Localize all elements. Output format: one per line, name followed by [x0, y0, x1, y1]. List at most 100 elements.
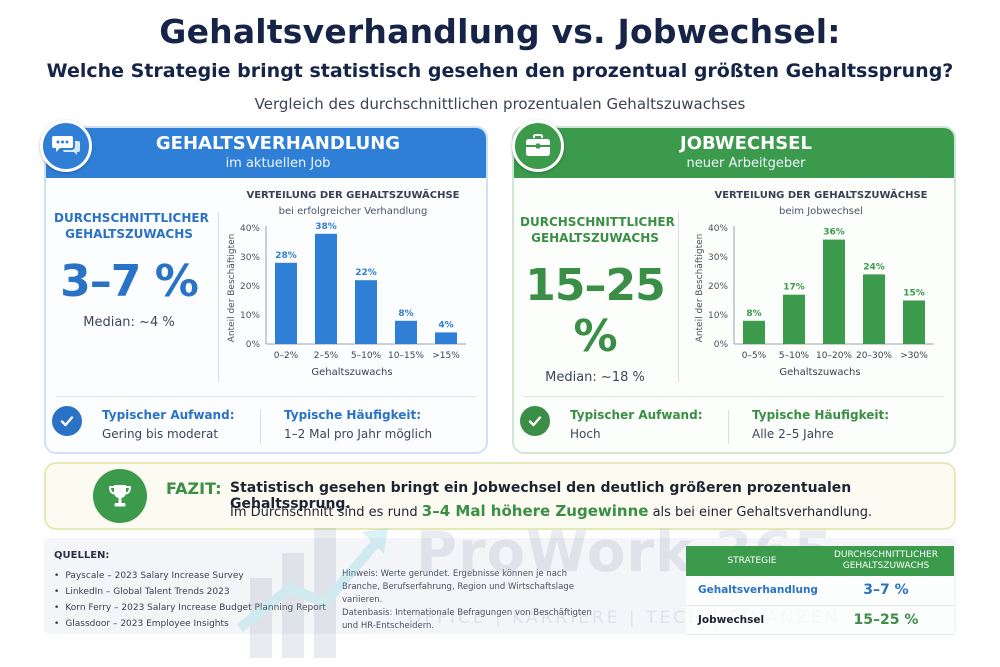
- data-label: 17%: [783, 283, 805, 293]
- table-header-strategy: STRATEGIE: [686, 546, 818, 576]
- table-cell-value: 3–7 %: [817, 576, 954, 606]
- negotiation-chart: VERTEILUNG DER GEHALTSZUWÄCHSE bei erfol…: [222, 188, 484, 393]
- x-tick-label: >30%: [900, 351, 928, 361]
- sources-list: Payscale – 2023 Salary Increase Survey L…: [54, 568, 326, 632]
- x-tick-label: 0–5%: [742, 351, 767, 361]
- table-cell-strategy: Gehaltsverhandlung: [686, 576, 818, 606]
- page-tagline: Vergleich des durchschnittlichen prozent…: [254, 95, 746, 113]
- y-axis-label: Anteil der Beschäftigten: [227, 234, 237, 343]
- data-label: 38%: [315, 222, 337, 232]
- table-cell-strategy: Jobwechsel: [686, 605, 818, 635]
- sources-heading: QUELLEN:: [54, 550, 110, 561]
- table-row: Jobwechsel 15–25 %: [686, 605, 954, 635]
- y-tick-label: 30%: [708, 253, 728, 263]
- effort-value: Hoch: [570, 427, 601, 441]
- frequency-value: Alle 2–5 Jahre: [752, 427, 834, 441]
- conclusion-detail-pre: Im Durchschnitt sind es rund: [230, 505, 418, 520]
- divider: [678, 212, 679, 382]
- conclusion-highlight: 3–4 Mal höhere Zugewinne: [421, 502, 649, 520]
- source-item: Korn Ferry – 2023 Salary Increase Budget…: [54, 600, 326, 616]
- job-change-stat-label: DURCHSCHNITTLICHER GEHALTSZUWACHS: [520, 215, 675, 245]
- conclusion-main: Statistisch gesehen bringt ein Jobwechse…: [230, 480, 852, 512]
- table-header-row: STRATEGIE DURCHSCHNITTLICHER GEHALTSZUWA…: [686, 546, 954, 576]
- data-label: 24%: [863, 262, 885, 272]
- comparison-table: STRATEGIE DURCHSCHNITTLICHER GEHALTSZUWA…: [686, 546, 954, 635]
- chart-title: VERTEILUNG DER GEHALTSZUWÄCHSE: [714, 190, 928, 201]
- bar: [903, 300, 925, 344]
- y-tick-label: 0%: [246, 340, 261, 350]
- divider: [218, 212, 219, 382]
- data-label: 15%: [903, 289, 925, 299]
- job-change-stat-value: 15–25 %: [525, 260, 665, 362]
- frequency-label: Typische Häufigkeit:: [752, 408, 890, 422]
- check-icon: [520, 406, 550, 436]
- negotiation-header-title: GEHALTSVERHANDLUNG: [155, 133, 401, 154]
- bar: [783, 294, 805, 344]
- negotiation-effort: Typischer Aufwand: Gering bis moderat: [102, 408, 235, 441]
- data-label: 36%: [823, 228, 845, 238]
- x-axis-label: Gehaltszuwachs: [311, 367, 392, 378]
- divider: [524, 396, 944, 397]
- negotiation-median: Median: ~4 %: [83, 315, 175, 330]
- source-item: Glassdoor – 2023 Employee Insights: [54, 616, 326, 632]
- conclusion-label: FAZIT:: [166, 479, 222, 498]
- y-tick-label: 40%: [708, 224, 728, 234]
- frequency-label: Typische Häufigkeit:: [284, 408, 422, 422]
- trophy-icon: [93, 469, 147, 523]
- negotiation-panel: GEHALTSVERHANDLUNG im aktuellen Job DURC…: [44, 126, 488, 454]
- chart-subtitle: bei erfolgreicher Verhandlung: [278, 206, 428, 217]
- job-change-effort: Typischer Aufwand: Hoch: [570, 408, 703, 441]
- negotiation-stat: DURCHSCHNITTLICHER GEHALTSZUWACHS 3–7 % …: [54, 210, 209, 330]
- job-change-frequency: Typische Häufigkeit: Alle 2–5 Jahre: [752, 408, 889, 441]
- table-row: Gehaltsverhandlung 3–7 %: [686, 576, 954, 606]
- chat-bubbles-icon: [40, 120, 92, 172]
- job-change-header-subtitle: neuer Arbeitgeber: [686, 156, 806, 171]
- conclusion-box: FAZIT: Statistisch gesehen bringt ein Jo…: [44, 462, 956, 530]
- negotiation-stat-value: 3–7 %: [60, 256, 199, 307]
- bar: [823, 239, 845, 344]
- negotiation-stat-label: DURCHSCHNITTLICHER GEHALTSZUWACHS: [54, 211, 209, 241]
- negotiation-header: GEHALTSVERHANDLUNG im aktuellen Job: [46, 128, 486, 178]
- source-item: LinkedIn – Global Talent Trends 2023: [54, 584, 326, 600]
- y-tick-label: 10%: [240, 311, 260, 321]
- effort-label: Typischer Aufwand:: [570, 408, 703, 422]
- y-tick-label: 0%: [714, 340, 729, 350]
- conclusion-detail: Im Durchschnitt sind es rund 3–4 Mal höh…: [230, 502, 872, 520]
- bar: [275, 262, 297, 344]
- bar: [743, 320, 765, 344]
- briefcase-icon: [512, 120, 564, 172]
- job-change-panel: JOBWECHSEL neuer Arbeitgeber DURCHSCHNIT…: [512, 126, 956, 454]
- job-change-stat: DURCHSCHNITTLICHER GEHALTSZUWACHS 15–25 …: [520, 214, 675, 385]
- data-label: 28%: [275, 251, 297, 261]
- x-tick-label: 10–15%: [388, 351, 424, 361]
- bar: [395, 320, 417, 344]
- sources-note: Hinweis: Werte gerundet. Ergebnisse könn…: [342, 568, 592, 633]
- negotiation-header-subtitle: im aktuellen Job: [225, 156, 331, 171]
- divider: [728, 410, 729, 444]
- chart-title: VERTEILUNG DER GEHALTSZUWÄCHSE: [246, 190, 460, 201]
- y-tick-label: 30%: [240, 253, 260, 263]
- note-rounding: Hinweis: Werte gerundet. Ergebnisse könn…: [342, 569, 574, 605]
- negotiation-bar-chart: 0% 10% 20% 30% 40%Anteil der Beschäftigten 28…: [227, 222, 466, 378]
- job-change-bar-chart: 0% 10% 20% 30% 40%Anteil der Beschäftigten 8%…: [695, 224, 934, 378]
- x-tick-label: 10–20%: [816, 351, 852, 361]
- chart-subtitle: beim Jobwechsel: [779, 206, 863, 217]
- data-label: 8%: [398, 309, 413, 319]
- bar: [863, 274, 885, 344]
- x-axis-label: Gehaltszuwachs: [779, 367, 860, 378]
- x-tick-label: 5–10%: [779, 351, 810, 361]
- job-change-header-title: JOBWECHSEL: [680, 133, 812, 154]
- job-change-chart: VERTEILUNG DER GEHALTSZUWÄCHSE beim Jobw…: [690, 188, 952, 393]
- x-tick-label: 5–10%: [351, 351, 382, 361]
- bar: [435, 332, 457, 344]
- y-tick-label: 40%: [240, 224, 260, 234]
- page-subtitle: Welche Strategie bringt statistisch gese…: [46, 60, 954, 82]
- y-axis-label: Anteil der Beschäftigten: [695, 234, 705, 343]
- frequency-value: 1–2 Mal pro Jahr möglich: [284, 427, 433, 441]
- bar: [315, 233, 337, 344]
- table-cell-value: 15–25 %: [817, 605, 954, 635]
- effort-label: Typischer Aufwand:: [102, 408, 235, 422]
- data-label: 22%: [355, 268, 377, 278]
- conclusion-detail-post: als bei einer Gehaltsverhandlung.: [652, 505, 873, 520]
- job-change-header: JOBWECHSEL neuer Arbeitgeber: [514, 128, 954, 178]
